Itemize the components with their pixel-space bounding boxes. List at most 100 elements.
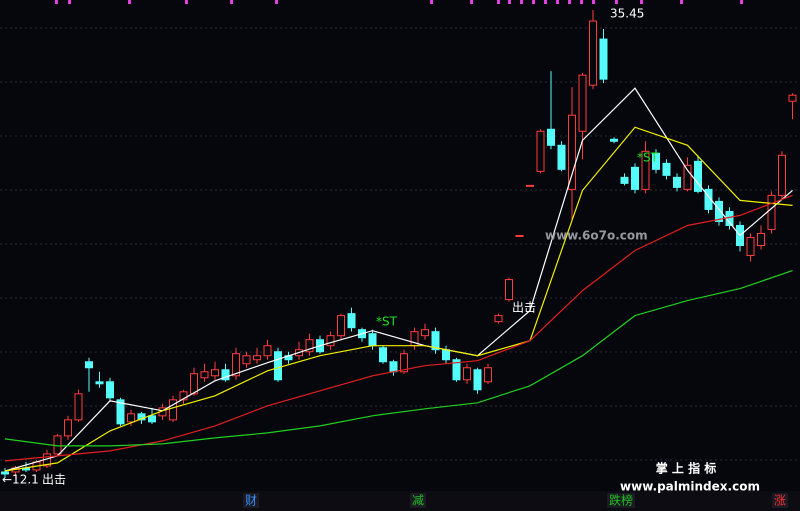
top-marker — [532, 0, 535, 4]
annotation: 出击 — [42, 473, 66, 487]
candle-body — [326, 335, 335, 347]
candle-body — [1, 471, 9, 475]
top-marker — [544, 0, 547, 4]
candle-body — [589, 20, 597, 86]
bottom-tag: 涨 — [774, 493, 786, 508]
candle-body — [127, 413, 135, 423]
top-marker — [556, 0, 559, 4]
candle-body — [494, 315, 503, 323]
candle-body — [232, 353, 240, 377]
candle-body — [452, 359, 461, 381]
candle-body — [547, 128, 555, 146]
bottom-bar — [0, 491, 800, 511]
top-marker — [592, 0, 595, 4]
candle-body — [85, 361, 93, 369]
top-marker — [497, 0, 500, 4]
top-markers — [55, 0, 743, 4]
site: www.palmindex.com — [620, 480, 760, 494]
annotation: 35.45 — [610, 7, 644, 21]
grid — [0, 27, 800, 461]
candle-body — [169, 399, 177, 421]
top-marker — [230, 0, 233, 4]
candle-body — [715, 200, 723, 222]
candle-body — [704, 188, 713, 210]
candle-body — [190, 373, 198, 395]
candle-body — [421, 329, 429, 337]
candle-body — [148, 415, 156, 423]
candle-body — [746, 236, 755, 257]
top-marker — [568, 0, 571, 4]
bottom-tag: 财 — [245, 494, 257, 508]
candle-body — [557, 144, 566, 170]
candle-body — [463, 367, 471, 381]
candle-body — [337, 315, 345, 337]
candle-body — [652, 152, 660, 170]
candle-body — [379, 347, 387, 363]
candle-body — [263, 345, 272, 357]
top-marker — [128, 0, 131, 4]
candle-body — [179, 391, 188, 401]
annotation: *ST — [637, 151, 659, 165]
top-marker — [275, 0, 278, 4]
candle-body — [389, 361, 398, 373]
top-marker — [55, 0, 58, 4]
moving-average-line — [4, 270, 793, 447]
top-marker — [430, 0, 433, 4]
candle-body — [95, 381, 104, 385]
candle-body — [221, 369, 230, 381]
candle-body — [305, 339, 314, 353]
bottom-tag: 跌榜 — [609, 493, 633, 508]
annotation: 出击 — [512, 301, 536, 315]
candle-body — [610, 138, 618, 142]
annotation: *ST — [376, 315, 398, 329]
candle-body — [106, 381, 114, 399]
candle-body — [253, 355, 261, 361]
moving-average-line — [4, 194, 793, 462]
candle-body — [442, 349, 450, 361]
candle-body — [683, 164, 692, 190]
top-marker — [615, 0, 618, 4]
candle-body — [694, 160, 702, 192]
watermark: www.6o7o.com — [545, 229, 648, 243]
brand: 掌 上 指 标 — [656, 461, 717, 476]
candle-body — [568, 114, 576, 190]
candle-body — [211, 369, 219, 377]
candle-body — [662, 162, 671, 176]
candle-body — [347, 313, 356, 329]
candle-body — [484, 367, 492, 383]
bottom-tag: 减 — [412, 494, 424, 508]
annotation: ←12.1 — [2, 473, 39, 487]
top-marker — [185, 0, 188, 4]
candle-body — [778, 154, 786, 196]
candle-body — [641, 150, 650, 190]
top-marker — [68, 0, 71, 4]
candle-body — [578, 74, 587, 132]
candle-body — [242, 355, 251, 365]
bottom-tag-bg — [607, 493, 635, 508]
candle-body — [767, 194, 776, 230]
candle-body — [673, 176, 681, 188]
candle-body — [536, 130, 545, 172]
candle-body — [788, 94, 797, 102]
bottom-tag-bg — [410, 493, 426, 508]
candle-body — [116, 399, 125, 425]
top-marker — [580, 0, 583, 4]
top-marker — [470, 0, 473, 4]
candle-body — [515, 234, 524, 237]
candle-body — [505, 279, 513, 301]
bottom-tag-bg — [243, 493, 259, 508]
candle-body — [53, 435, 62, 455]
candle-body — [200, 371, 209, 379]
candle-body — [431, 331, 440, 351]
candle-body — [757, 232, 765, 247]
candle-body — [137, 413, 146, 421]
top-marker — [520, 0, 523, 4]
bottom-tag-bg — [772, 493, 788, 508]
candle-body — [620, 176, 629, 184]
candle-body — [473, 369, 482, 391]
candle-body — [64, 419, 72, 437]
top-marker — [508, 0, 511, 4]
candle-body — [526, 184, 534, 187]
moving-average-line — [4, 126, 793, 472]
